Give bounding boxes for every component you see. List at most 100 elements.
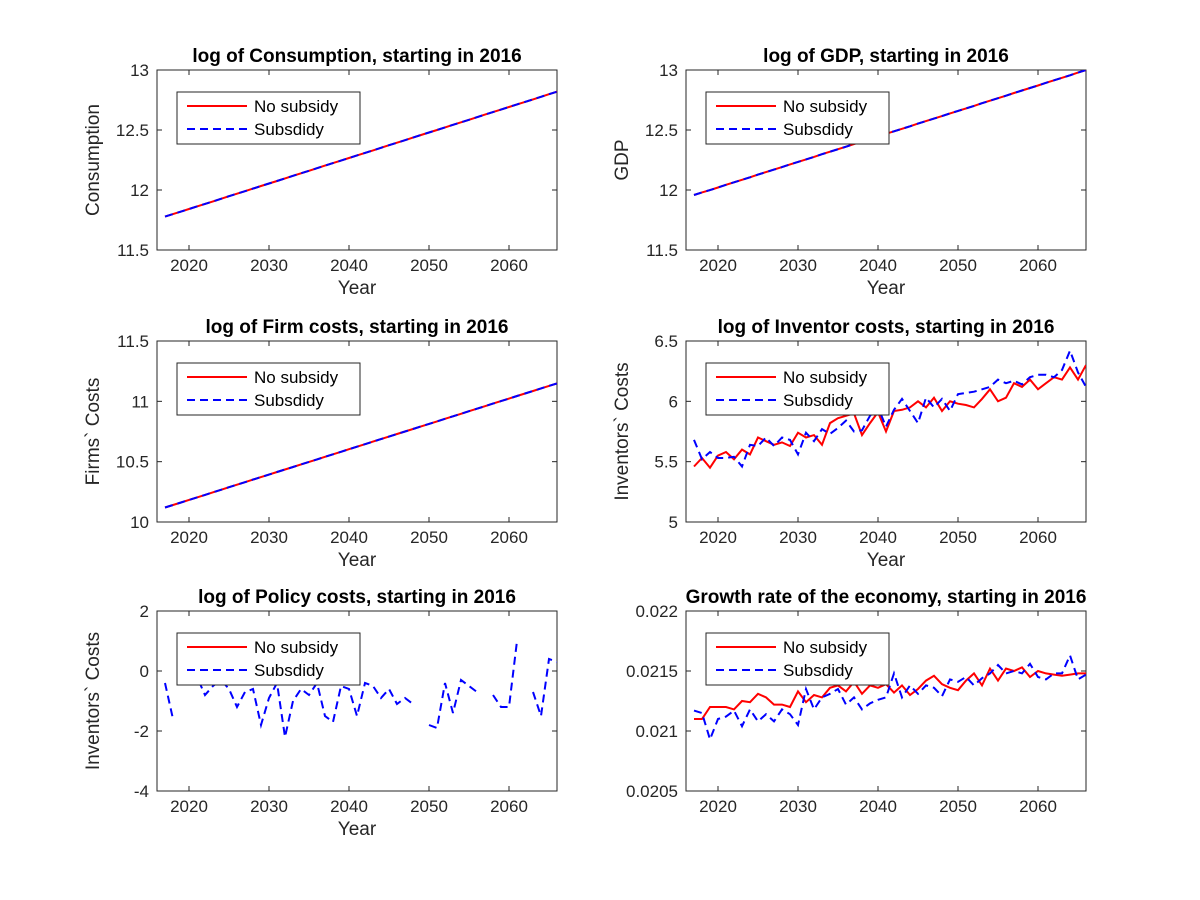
series-lines (164, 382, 557, 509)
x-tick-label: 2020 (699, 256, 737, 275)
legend-label: Subsdidy (783, 391, 853, 410)
series-line-subsidy (693, 70, 1086, 196)
series-line-subsidy (693, 347, 1086, 469)
y-tick-label: 0.022 (635, 602, 678, 621)
series-line-subsidy (164, 382, 557, 509)
y-axis-label: Inventors` Costs (612, 362, 633, 500)
y-tick-label: 11.5 (117, 332, 149, 351)
x-tick-label: 2060 (1019, 528, 1057, 547)
x-axis-label: Year (338, 550, 377, 571)
y-axis-label: Firms` Costs (83, 378, 104, 486)
chart-title: log of GDP, starting in 2016 (763, 46, 1009, 67)
x-tick-label: 2040 (859, 797, 897, 816)
series-line-subsidy (693, 652, 1086, 743)
series-line-no-subsidy (693, 364, 1086, 470)
x-tick-label: 2040 (330, 256, 368, 275)
x-tick-label: 2050 (410, 256, 448, 275)
legend-label: No subsidy (783, 368, 868, 387)
y-tick-label: -4 (134, 782, 149, 801)
chart-title: log of Inventor costs, starting in 2016 (718, 317, 1055, 338)
y-tick-label: 12.5 (645, 121, 678, 140)
x-axis-label: Year (867, 550, 906, 571)
x-axis-label: Year (338, 819, 377, 840)
legend-label: No subsidy (254, 97, 339, 116)
y-tick-label: 0.0215 (626, 662, 678, 681)
series-lines (693, 347, 1086, 470)
series-line-subsidy (164, 640, 557, 738)
y-tick-label: 12 (130, 181, 149, 200)
y-tick-label: 0.0205 (626, 782, 678, 801)
legend-box (176, 91, 361, 145)
x-tick-label: 2020 (699, 528, 737, 547)
subplot-1: 2020 2030 2040 2050 2060 11.5 12 12.5 13 log of C… (83, 46, 558, 299)
subplot-3: 2020 2030 2040 2050 2060 10 10.5 11 11.5 log of F… (83, 317, 558, 571)
subplot-4: 2020 2030 2040 2050 2060 5 5.5 6 6.5 log of Inven… (612, 317, 1087, 571)
x-tick-label: 2020 (170, 256, 208, 275)
x-tick-label: 2040 (859, 528, 897, 547)
x-tick-label: 2060 (1019, 797, 1057, 816)
legend-box (705, 362, 890, 416)
legend-box (705, 632, 890, 686)
legend-label: Subsdidy (783, 661, 853, 680)
y-tick-label: -2 (134, 722, 149, 741)
legend: No subsidy Subsdidy (176, 632, 361, 686)
y-tick-label: 12 (659, 181, 678, 200)
x-tick-label: 2050 (939, 797, 977, 816)
y-tick-label: 11 (131, 392, 149, 411)
legend-box (705, 91, 890, 145)
x-tick-label: 2050 (939, 528, 977, 547)
legend-label: Subsdidy (254, 661, 324, 680)
x-tick-label: 2060 (490, 797, 528, 816)
y-tick-label: 10 (130, 513, 149, 532)
x-tick-label: 2030 (779, 528, 817, 547)
x-tick-label: 2040 (859, 256, 897, 275)
x-tick-label: 2020 (699, 797, 737, 816)
legend-box (176, 362, 361, 416)
x-tick-label: 2020 (170, 797, 208, 816)
y-axis-label: GDP (612, 139, 633, 180)
legend: No subsidy Subsdidy (705, 91, 890, 145)
chart-title: log of Policy costs, starting in 2016 (198, 587, 516, 608)
series-lines (693, 652, 1086, 743)
x-axis-label: Year (867, 278, 906, 299)
y-axis-label: Inventors` Costs (83, 632, 104, 770)
subplot-2: 2020 2030 2040 2050 2060 11.5 12 12.5 13 log of G… (612, 46, 1087, 299)
x-tick-label: 2050 (939, 256, 977, 275)
y-tick-label: 2 (140, 602, 149, 621)
y-tick-label: 13 (659, 61, 678, 80)
y-tick-label: 11.5 (646, 241, 678, 260)
series-lines (693, 70, 1086, 196)
y-axis-label: Consumption (83, 104, 104, 216)
x-axis-label: Year (338, 278, 377, 299)
x-tick-label: 2040 (330, 528, 368, 547)
legend: No subsidy Subsdidy (705, 632, 890, 686)
y-tick-label: 5.5 (654, 453, 678, 472)
y-tick-label: 10.5 (116, 453, 149, 472)
legend-label: No subsidy (254, 368, 339, 387)
x-tick-label: 2050 (410, 528, 448, 547)
y-tick-label: 0 (140, 662, 149, 681)
chart-title: Growth rate of the economy, starting in … (686, 587, 1087, 608)
chart-title: log of Firm costs, starting in 2016 (205, 317, 508, 338)
x-tick-label: 2050 (410, 797, 448, 816)
x-tick-label: 2030 (250, 528, 288, 547)
x-tick-label: 2020 (170, 528, 208, 547)
x-tick-label: 2030 (779, 256, 817, 275)
legend-label: Subsdidy (254, 120, 324, 139)
y-tick-label: 6.5 (654, 332, 678, 351)
legend: No subsidy Subsdidy (705, 362, 890, 416)
subplot-6: 2020 2030 2040 2050 2060 0.0205 0.021 0.0215 0.0… (626, 587, 1087, 816)
y-tick-label: 5 (669, 513, 678, 532)
y-tick-label: 11.5 (117, 241, 149, 260)
legend-label: No subsidy (254, 638, 339, 657)
x-tick-label: 2060 (1019, 256, 1057, 275)
series-line-subsidy (164, 90, 557, 218)
legend: No subsidy Subsdidy (176, 91, 361, 145)
x-tick-label: 2060 (490, 528, 528, 547)
chart-title: log of Consumption, starting in 2016 (192, 46, 521, 67)
x-tick-label: 2030 (779, 797, 817, 816)
legend-label: No subsidy (783, 97, 868, 116)
legend-label: Subsdidy (254, 391, 324, 410)
y-tick-label: 0.021 (635, 722, 678, 741)
series-lines (164, 90, 557, 218)
